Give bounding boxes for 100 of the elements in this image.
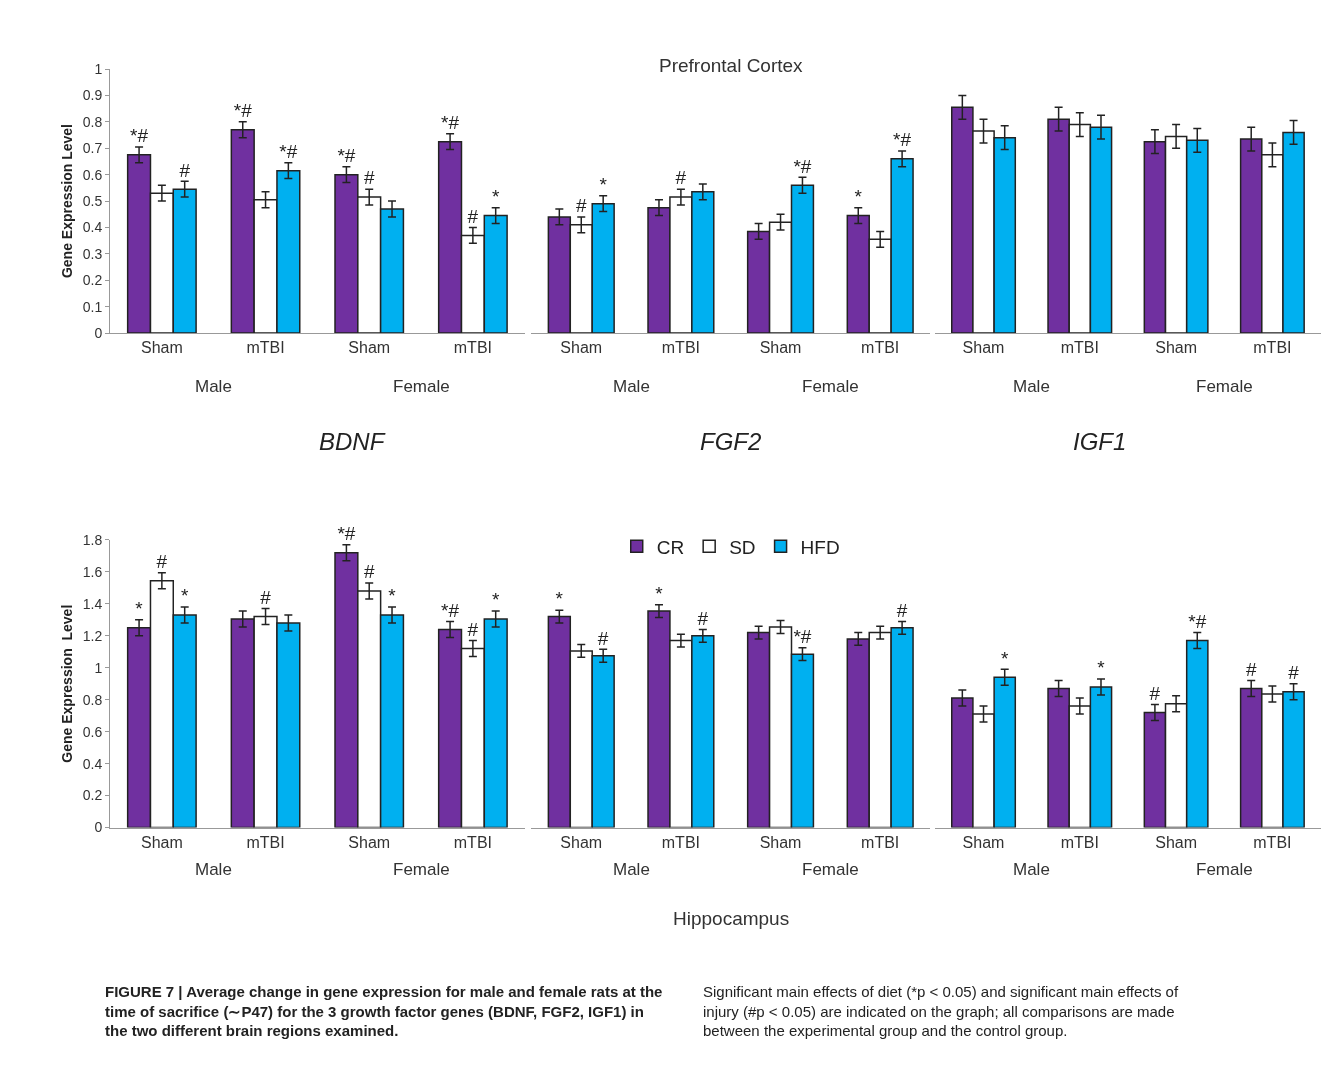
y-tick-label: 0.2 xyxy=(82,787,103,804)
y-tick-label: 0.2 xyxy=(82,272,103,289)
text: Male xyxy=(1013,860,1050,879)
data-label: # xyxy=(1149,682,1161,704)
text: Female xyxy=(1196,860,1253,879)
text: Male xyxy=(195,860,232,879)
data-label: # xyxy=(156,550,168,572)
data-label: * xyxy=(491,185,500,207)
data-label: # xyxy=(1245,658,1257,680)
x-tick-label: Sham xyxy=(348,833,391,851)
y-axis-title: Gene Expression Level xyxy=(59,124,76,279)
text: Female xyxy=(1196,377,1253,396)
y-tick-label: 1.4 xyxy=(82,595,103,612)
data-label: * xyxy=(1097,657,1106,679)
data-label: # xyxy=(179,159,191,181)
y-tick-label: 0.9 xyxy=(82,87,103,104)
data-label: # xyxy=(896,599,908,621)
data-label: *# xyxy=(130,125,149,147)
x-tick-label: Sham xyxy=(560,339,603,357)
text: Male xyxy=(1013,377,1050,396)
x-tick-label: mTBI xyxy=(1253,339,1292,357)
x-tick-label: Sham xyxy=(348,339,391,357)
data-label: *# xyxy=(1188,610,1207,632)
data-label: * xyxy=(491,589,500,611)
y-tick-label: 0.4 xyxy=(82,755,103,772)
data-label: # xyxy=(467,618,479,640)
y-tick-label: 0.6 xyxy=(82,166,103,183)
data-label: # xyxy=(1288,661,1300,683)
x-axis-title: IGF1 xyxy=(1073,428,1127,455)
x-tick-label: Sham xyxy=(759,339,802,357)
text: Male xyxy=(613,860,650,879)
data-label: * xyxy=(135,598,144,620)
x-tick-label: mTBI xyxy=(861,339,900,357)
data-label: * xyxy=(388,585,397,607)
x-axis-title: FGF2 xyxy=(700,428,762,455)
x-tick-label: mTBI xyxy=(1253,833,1292,851)
data-label: # xyxy=(260,586,272,608)
x-tick-label: Sham xyxy=(140,833,183,851)
y-tick-label: 1.6 xyxy=(82,563,103,580)
data-label: * xyxy=(180,585,189,607)
y-tick-label: 0.6 xyxy=(82,723,103,740)
chart-title: Prefrontal Cortex xyxy=(659,55,804,76)
x-tick-label: mTBI xyxy=(246,339,285,357)
data-label: # xyxy=(363,561,375,583)
data-label: *# xyxy=(793,626,812,648)
y-tick-label: 0.7 xyxy=(82,140,103,157)
x-axis-title: BDNF xyxy=(319,428,386,455)
caption: FIGURE 7 | Average change in gene expression for male and female rats at the time of sacrifice (∼P47) for the 3 growth factor genes (BDNF, FGF2, IGF1) in the two different brain regions examined. xyxy=(105,983,663,1039)
data-label: *# xyxy=(279,141,298,163)
x-tick-label: Sham xyxy=(962,339,1005,357)
y-tick-label: 0 xyxy=(94,819,103,836)
data-label: *# xyxy=(233,100,253,122)
x-tick-label: Sham xyxy=(962,833,1005,851)
legend-label: CR xyxy=(656,536,685,558)
x-axis-title: Hippocampus xyxy=(673,908,790,929)
data-label: # xyxy=(467,205,479,227)
data-label: *# xyxy=(337,144,356,166)
y-tick-label: 0.4 xyxy=(82,219,103,236)
x-tick-label: Sham xyxy=(1155,339,1197,357)
legend-label: SD xyxy=(729,536,756,558)
y-tick-label: 0.1 xyxy=(82,298,103,315)
data-label: # xyxy=(697,607,709,629)
x-tick-label: mTBI xyxy=(661,833,701,851)
y-tick-label: 0.8 xyxy=(82,113,103,130)
y-tick-label: 0 xyxy=(94,324,103,341)
y-tick-label: 1 xyxy=(94,60,103,77)
y-tick-label: 1.8 xyxy=(82,531,103,548)
data-label: *# xyxy=(793,155,812,177)
data-label: # xyxy=(363,167,375,189)
data-label: * xyxy=(555,588,564,610)
x-tick-label: mTBI xyxy=(661,339,701,357)
data-label: *# xyxy=(441,112,460,133)
text: Female xyxy=(393,860,450,879)
data-label: *# xyxy=(337,522,356,544)
x-tick-label: Sham xyxy=(140,339,183,357)
y-tick-label: 0.3 xyxy=(82,245,103,262)
y-tick-label: 1 xyxy=(94,659,103,676)
x-tick-label: mTBI xyxy=(1060,339,1099,357)
legend-label: HFD xyxy=(800,536,840,558)
y-tick-label: 0.5 xyxy=(82,192,103,209)
text: Male xyxy=(613,377,650,396)
data-label: * xyxy=(854,185,863,207)
data-label: # xyxy=(597,627,609,649)
x-tick-label: Sham xyxy=(1155,833,1197,851)
x-tick-label: Sham xyxy=(759,833,802,851)
data-label: * xyxy=(599,174,608,196)
x-tick-label: mTBI xyxy=(861,833,900,851)
data-label: # xyxy=(675,167,687,189)
text: Female xyxy=(802,860,859,879)
text: Significant main effects of diet (*p < 0.05) and significant main effects of injury (#p < 0.05) are indicated on the graph; all comparisons are made between the experimental group and the control group. xyxy=(703,983,1179,1039)
data-label: *# xyxy=(441,599,460,621)
data-label: * xyxy=(655,582,664,604)
y-tick-label: 0.8 xyxy=(82,691,103,708)
x-tick-label: mTBI xyxy=(1060,833,1099,851)
x-tick-label: Sham xyxy=(560,833,603,851)
data-label: # xyxy=(575,195,587,217)
y-tick-label: 1.2 xyxy=(82,627,103,644)
y-axis-title: Gene Expression Level xyxy=(59,604,76,763)
text: Female xyxy=(802,377,859,396)
data-label: * xyxy=(1001,647,1009,669)
